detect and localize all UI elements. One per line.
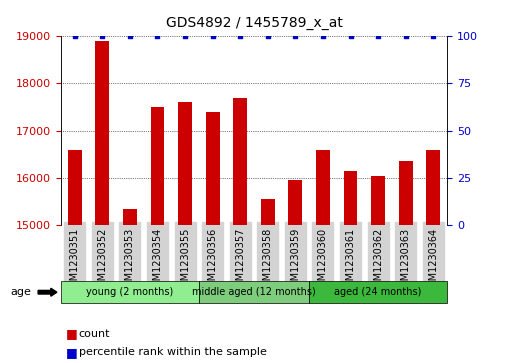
Point — [98, 33, 106, 39]
Point — [209, 33, 217, 39]
Text: percentile rank within the sample: percentile rank within the sample — [79, 347, 267, 357]
Text: age: age — [10, 287, 31, 297]
Bar — [206, 112, 219, 363]
Point — [346, 33, 355, 39]
Point — [126, 33, 134, 39]
Point — [71, 33, 79, 39]
Text: aged (24 months): aged (24 months) — [334, 287, 422, 297]
Point — [374, 33, 382, 39]
Bar — [68, 150, 82, 363]
Text: count: count — [79, 329, 110, 339]
Point — [402, 33, 410, 39]
Point — [264, 33, 272, 39]
Point — [429, 33, 437, 39]
Point — [236, 33, 244, 39]
Text: ■: ■ — [66, 327, 78, 340]
Point — [319, 33, 327, 39]
Point — [291, 33, 299, 39]
Bar — [233, 98, 247, 363]
Bar — [150, 107, 165, 363]
Bar — [343, 171, 358, 363]
Point — [153, 33, 162, 39]
Bar — [261, 199, 275, 363]
Text: middle aged (12 months): middle aged (12 months) — [192, 287, 316, 297]
Bar — [316, 150, 330, 363]
Text: GDS4892 / 1455789_x_at: GDS4892 / 1455789_x_at — [166, 16, 342, 30]
Text: ■: ■ — [66, 346, 78, 359]
Bar — [96, 41, 109, 363]
Bar — [178, 102, 192, 363]
Bar — [289, 180, 302, 363]
Bar — [399, 161, 412, 363]
Bar — [371, 175, 385, 363]
Bar — [123, 208, 137, 363]
Bar — [426, 150, 440, 363]
Point — [181, 33, 189, 39]
Text: young (2 months): young (2 months) — [86, 287, 174, 297]
